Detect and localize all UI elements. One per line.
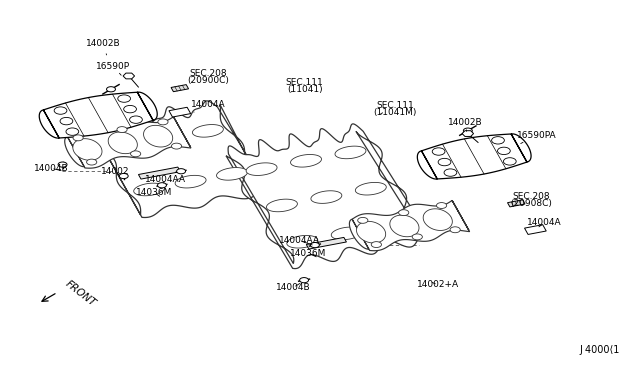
Circle shape (444, 169, 457, 176)
Polygon shape (417, 134, 531, 179)
Circle shape (157, 183, 166, 188)
Text: 14002B: 14002B (86, 39, 121, 55)
Text: 14036M: 14036M (136, 188, 173, 197)
Polygon shape (311, 191, 342, 203)
Polygon shape (423, 209, 452, 231)
Text: 14002B: 14002B (448, 118, 483, 131)
Polygon shape (349, 201, 470, 251)
Text: (11041): (11041) (287, 85, 323, 94)
Text: 14004AA: 14004AA (145, 175, 186, 184)
Circle shape (58, 162, 67, 167)
Circle shape (504, 158, 516, 165)
Circle shape (86, 159, 97, 165)
Text: SEC.208: SEC.208 (189, 69, 227, 82)
Circle shape (106, 87, 115, 92)
Circle shape (310, 243, 319, 248)
Circle shape (131, 151, 141, 157)
Polygon shape (73, 139, 102, 160)
Polygon shape (134, 183, 164, 196)
Circle shape (60, 118, 73, 125)
Circle shape (118, 95, 131, 102)
Text: (20908C): (20908C) (511, 199, 552, 208)
Circle shape (497, 147, 510, 154)
Circle shape (158, 119, 168, 125)
Text: 14002: 14002 (100, 167, 129, 176)
Circle shape (492, 137, 504, 144)
Circle shape (432, 148, 445, 155)
Polygon shape (151, 132, 182, 145)
Polygon shape (291, 154, 321, 167)
Circle shape (463, 128, 472, 133)
Polygon shape (175, 175, 206, 188)
Circle shape (358, 217, 368, 223)
Polygon shape (335, 146, 366, 159)
Polygon shape (143, 125, 173, 147)
Circle shape (399, 210, 409, 216)
Polygon shape (287, 235, 317, 248)
Text: 14036M: 14036M (291, 249, 326, 258)
Circle shape (450, 227, 460, 233)
Circle shape (436, 203, 447, 208)
Circle shape (54, 107, 67, 114)
Circle shape (119, 173, 128, 179)
Text: 14004A: 14004A (191, 100, 226, 112)
Circle shape (124, 105, 136, 113)
Text: (11041M): (11041M) (374, 108, 417, 117)
Text: 14004A: 14004A (527, 218, 562, 227)
Text: J 4000⟨1: J 4000⟨1 (579, 345, 620, 355)
Circle shape (300, 278, 308, 283)
Circle shape (129, 116, 142, 124)
Polygon shape (109, 140, 141, 153)
Polygon shape (356, 221, 386, 243)
Polygon shape (169, 107, 191, 117)
Text: SEC.208: SEC.208 (513, 192, 550, 204)
Text: SEC.111: SEC.111 (376, 101, 414, 114)
Polygon shape (307, 237, 346, 249)
Text: 14002+A: 14002+A (417, 280, 459, 289)
Polygon shape (246, 163, 277, 176)
Circle shape (172, 143, 182, 149)
Polygon shape (266, 199, 298, 212)
Text: SEC.111: SEC.111 (286, 78, 324, 92)
Text: 14004B: 14004B (276, 283, 310, 292)
Polygon shape (65, 117, 191, 168)
Polygon shape (123, 73, 134, 79)
Circle shape (177, 169, 186, 174)
Polygon shape (226, 124, 430, 269)
Text: 16590P: 16590P (96, 61, 130, 75)
Polygon shape (108, 132, 138, 154)
Polygon shape (171, 84, 189, 92)
Polygon shape (355, 182, 387, 195)
Polygon shape (216, 167, 248, 180)
Text: 16590PA: 16590PA (517, 131, 556, 144)
Text: (20900C): (20900C) (188, 76, 229, 85)
Circle shape (66, 128, 79, 135)
Text: FRONT: FRONT (64, 278, 98, 308)
Circle shape (117, 126, 127, 132)
Polygon shape (462, 131, 474, 137)
Polygon shape (92, 101, 268, 218)
Text: 14004AA: 14004AA (279, 236, 320, 245)
Polygon shape (332, 227, 362, 240)
Polygon shape (138, 167, 180, 179)
Text: 14004B: 14004B (34, 164, 68, 173)
Polygon shape (390, 215, 419, 237)
Polygon shape (193, 125, 223, 137)
Circle shape (438, 158, 451, 166)
Polygon shape (525, 225, 547, 234)
Polygon shape (39, 92, 157, 138)
Polygon shape (376, 219, 406, 231)
Circle shape (73, 135, 83, 141)
Polygon shape (508, 200, 525, 207)
Circle shape (371, 242, 381, 247)
Circle shape (412, 234, 422, 240)
